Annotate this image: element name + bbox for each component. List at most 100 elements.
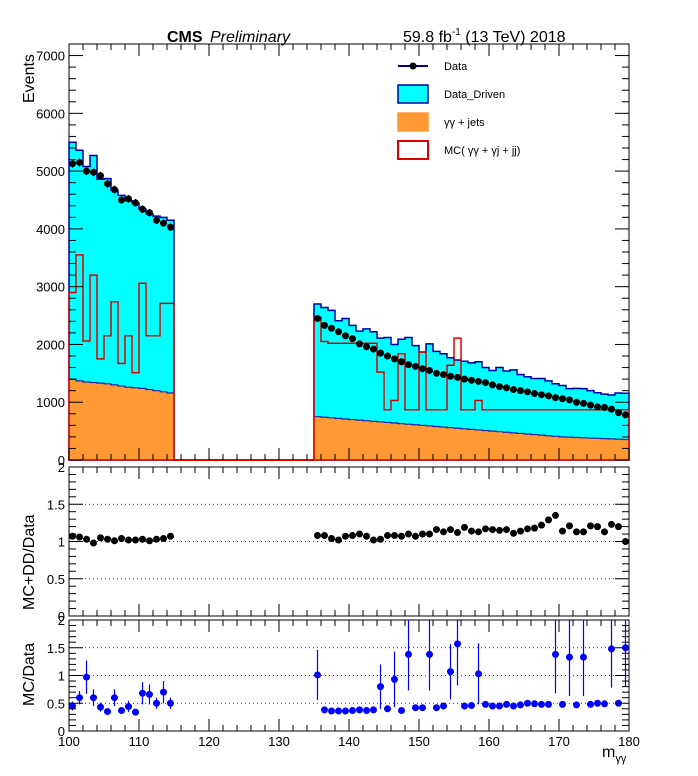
ratio-total-point <box>608 520 615 528</box>
ratio-mc-point <box>76 694 83 702</box>
data-driven-fill-segment-0 <box>68 141 175 461</box>
data-point <box>356 340 363 348</box>
ratio-mc-point <box>167 699 174 707</box>
ratio-total-point <box>419 530 426 538</box>
ratio-mc-point <box>440 702 447 710</box>
data-point <box>496 383 503 391</box>
ratio-mc-point <box>104 708 111 716</box>
r2-y-tick-label: 0.5 <box>47 696 65 711</box>
ratio-mc-point <box>433 704 440 712</box>
legend-label: Data <box>444 61 468 73</box>
ratio-mc-point <box>139 689 146 697</box>
ratio-total-point <box>489 526 496 534</box>
data-point <box>482 379 489 387</box>
ratio-total-point <box>76 533 83 541</box>
data-point <box>475 377 482 385</box>
data-point <box>433 369 440 377</box>
ratio-mc-point <box>573 701 580 709</box>
ratio-mc-point <box>482 700 489 708</box>
data-point <box>349 335 356 343</box>
r1-y-tick-label: 0.5 <box>47 572 65 587</box>
ratio-mc-point <box>405 650 412 658</box>
main-y-tick-label: 1000 <box>36 395 65 410</box>
data-point <box>524 388 531 396</box>
mid-y-axis-title: MC+DD/Data <box>21 514 38 610</box>
r1-y-tick-label: 2 <box>58 460 65 475</box>
data-point <box>139 205 146 213</box>
data-point <box>545 392 552 400</box>
gg-jets-fill-segment-0 <box>69 379 174 460</box>
ratio-mc-point <box>587 700 594 708</box>
data-point <box>69 160 76 168</box>
ratio-total-point <box>314 532 321 540</box>
data-point <box>76 158 83 166</box>
data-point <box>566 396 573 404</box>
r2-y-tick-label: 1 <box>58 669 65 684</box>
ratio-mc-point <box>503 700 510 708</box>
ratio-mc-point <box>391 675 398 683</box>
main-y-tick-label: 7000 <box>36 49 65 64</box>
gg-jets-top-line-segment-0 <box>69 378 174 394</box>
mc-step-line-segment-0 <box>68 254 175 461</box>
ratio-total-point <box>468 527 475 535</box>
data-point <box>104 180 111 188</box>
ratio-mc-point <box>314 671 321 679</box>
ratio-mc-point <box>566 653 573 661</box>
main-y-tick-label: 3000 <box>36 280 65 295</box>
x-tick-label: 170 <box>548 734 570 749</box>
ratio-total-point <box>601 528 608 536</box>
ratio-total-point <box>139 535 146 543</box>
data-point <box>97 172 104 180</box>
ratio-mc-point <box>510 702 517 710</box>
main-y-tick-label: 0 <box>58 453 65 468</box>
ratio-total-point <box>545 516 552 524</box>
status-label: Preliminary <box>210 29 291 46</box>
ratio-total-point <box>524 525 531 533</box>
x-tick-label: 180 <box>618 734 640 749</box>
ratio-total-point <box>433 526 440 534</box>
ratio-mc-point <box>370 706 377 714</box>
ratio-mc-point <box>132 708 139 716</box>
data-point <box>573 398 580 406</box>
main-y-tick-label: 2000 <box>36 337 65 352</box>
ratio-total-point <box>342 532 349 540</box>
data-point <box>454 373 461 381</box>
ratio-total-point <box>559 527 566 535</box>
r1-y-tick-label: 1.5 <box>47 497 65 512</box>
data-point <box>384 352 391 360</box>
x-tick-label: 140 <box>338 734 360 749</box>
x-tick-label: 110 <box>129 734 150 749</box>
legend-label: γγ + jets <box>444 117 485 129</box>
data-point <box>608 405 615 413</box>
data-point <box>615 409 622 417</box>
r2-y-tick-label: 1.5 <box>47 641 65 656</box>
x-tick-label: 120 <box>198 734 220 749</box>
ratio-total-point <box>97 534 104 542</box>
data-point <box>419 365 426 373</box>
main-y-tick-label: 4000 <box>36 222 65 237</box>
ratio-total-point <box>132 536 139 544</box>
ratio-mc-point <box>489 702 496 710</box>
ratio-total-point <box>391 532 398 540</box>
ratio-total-point <box>377 535 384 543</box>
ratio-total-point <box>454 529 461 537</box>
data-point <box>405 361 412 369</box>
data-point <box>118 196 125 204</box>
r2-y-tick-label: 0 <box>58 724 65 739</box>
data-point <box>447 372 454 380</box>
ratio-total-point <box>440 528 447 536</box>
data-point <box>552 394 559 402</box>
data-point <box>461 375 468 383</box>
ratio-total-point <box>426 530 433 538</box>
ratio-mc-point <box>118 706 125 714</box>
ratio-mc-point <box>412 704 419 712</box>
data-point <box>83 167 90 175</box>
legend-line-swatch <box>397 140 429 160</box>
ratio-total-point <box>447 526 454 534</box>
data-point <box>440 370 447 378</box>
legend-label: MC( γγ + γj + jj) <box>444 145 520 157</box>
ratio-total-point <box>384 532 391 540</box>
ratio-mc-plot <box>69 620 629 716</box>
main-histogram-plot <box>68 141 630 461</box>
